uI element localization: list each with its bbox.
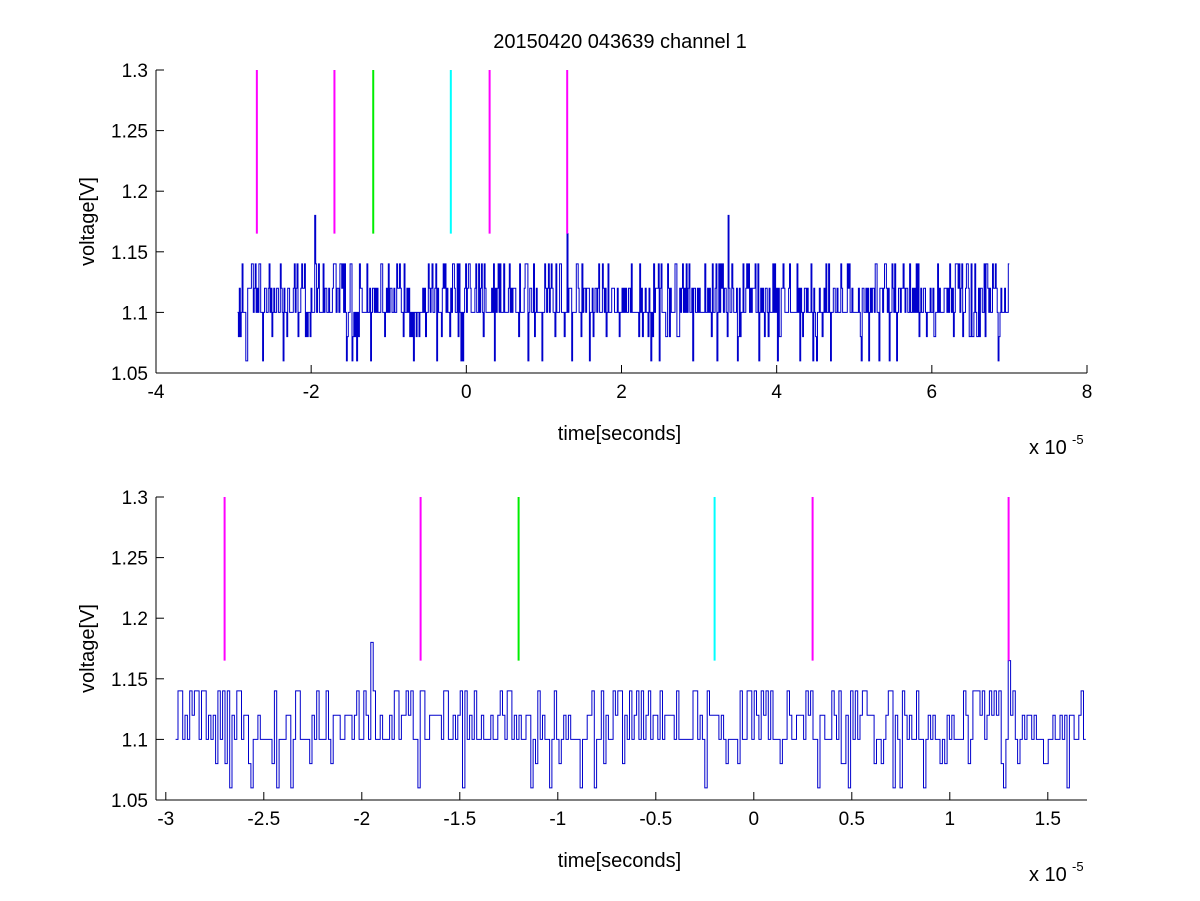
x-tick-label: -2 <box>353 809 370 830</box>
x-tick-label: -2.5 <box>247 809 280 830</box>
y-tick-label: 1.2 <box>122 609 148 630</box>
y-tick-label: 1.1 <box>122 730 148 751</box>
x-tick-label: 8 <box>1082 382 1093 403</box>
y-tick-label: 1.2 <box>122 182 148 203</box>
y-tick-label: 1.3 <box>122 61 148 82</box>
x-tick-label: 0 <box>461 382 472 403</box>
y-axis-label: voltage[V] <box>77 604 99 693</box>
y-tick-label: 1.25 <box>111 122 148 143</box>
y-tick-label: 1.15 <box>111 670 148 691</box>
x-tick-label: -1 <box>549 809 566 830</box>
x-tick-label: 6 <box>927 382 938 403</box>
x-tick-label: 1.5 <box>1035 809 1061 830</box>
x-tick-label: 4 <box>771 382 782 403</box>
x-tick-label: -2 <box>303 382 320 403</box>
bottom-subplot: -3 -2.5 -2 -1.5 -1 -0.5 0 0.5 1 1.5 1.05 1.1 1.15 1.2… <box>77 488 1087 886</box>
x-axis-label: time[seconds] <box>558 423 681 445</box>
x-tick-label: -3 <box>157 809 174 830</box>
signal-series-line <box>237 214 1010 362</box>
x-axis-label: time[seconds] <box>558 850 681 872</box>
x-tick-label: 0 <box>749 809 760 830</box>
x-exponent-label: x 10 <box>1029 437 1067 459</box>
y-tick-label: 1.25 <box>111 549 148 570</box>
x-tick-label: -1.5 <box>443 809 476 830</box>
x-exponent-superscript: -5 <box>1072 432 1084 447</box>
y-tick-label: 1.05 <box>111 364 148 385</box>
x-tick-label: -4 <box>148 382 165 403</box>
top-subplot: -4 -2 0 2 4 6 8 1.05 1.1 1.15 1.2 1.25 1.3 time[secon… <box>77 61 1092 459</box>
x-tick-label: 0.5 <box>839 809 865 830</box>
y-axis-label: voltage[V] <box>77 177 99 266</box>
x-exponent-label: x 10 <box>1029 864 1067 886</box>
y-tick-label: 1.15 <box>111 243 148 264</box>
signal-series-line <box>175 641 1086 789</box>
figure-title: 20150420 043639 channel 1 <box>493 31 747 53</box>
y-tick-label: 1.05 <box>111 791 148 812</box>
y-tick-label: 1.1 <box>122 303 148 324</box>
y-tick-label: 1.3 <box>122 488 148 509</box>
x-tick-label: -0.5 <box>639 809 672 830</box>
x-tick-label: 1 <box>945 809 956 830</box>
x-exponent-superscript: -5 <box>1072 859 1084 874</box>
x-tick-label: 2 <box>616 382 627 403</box>
